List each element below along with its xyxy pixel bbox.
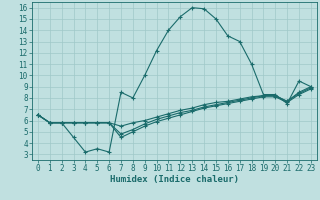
X-axis label: Humidex (Indice chaleur): Humidex (Indice chaleur) xyxy=(110,175,239,184)
